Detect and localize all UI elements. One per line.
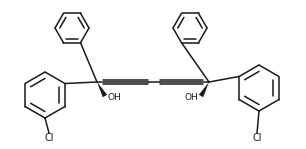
Text: Cl: Cl [252, 133, 262, 143]
Text: Cl: Cl [44, 133, 54, 143]
Polygon shape [199, 82, 209, 97]
Polygon shape [97, 82, 107, 97]
Text: OH: OH [108, 94, 122, 103]
Text: OH: OH [184, 94, 198, 103]
